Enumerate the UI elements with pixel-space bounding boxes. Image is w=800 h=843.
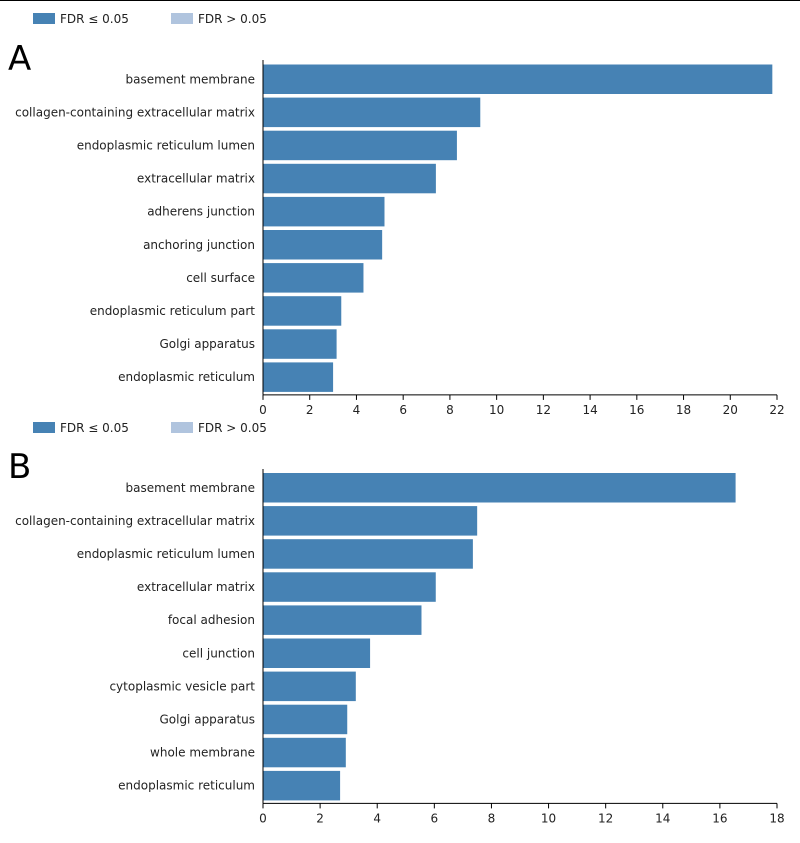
x-tick-label: 14 <box>655 811 670 825</box>
panel-letter-b: B <box>8 447 31 487</box>
bar-a-1 <box>263 64 773 94</box>
category-label: endoplasmic reticulum part <box>90 304 256 318</box>
category-label: collagen-containing extracellular matrix <box>15 514 255 528</box>
legend-swatch-2 <box>171 13 193 24</box>
legend-label-2: FDR > 0.05 <box>198 12 267 26</box>
x-tick-label: 10 <box>541 811 556 825</box>
bar-a-8 <box>263 296 342 326</box>
bar-b-7 <box>263 671 356 702</box>
x-tick-label: 2 <box>306 403 314 417</box>
bar-a-3 <box>263 130 457 161</box>
bar-b-4 <box>263 572 436 602</box>
category-label: Golgi apparatus <box>159 337 255 351</box>
category-label: endoplasmic reticulum lumen <box>77 547 255 561</box>
x-tick-label: 22 <box>769 403 784 417</box>
bar-b-8 <box>263 704 348 735</box>
bar-a-2 <box>263 97 481 128</box>
x-tick-label: 0 <box>259 811 267 825</box>
bar-a-5 <box>263 196 385 227</box>
x-tick-label: 16 <box>629 403 644 417</box>
category-label: whole membrane <box>150 746 255 760</box>
panel-letter-a: A <box>8 39 31 79</box>
x-tick-label: 16 <box>712 811 727 825</box>
x-tick-label: 6 <box>399 403 407 417</box>
x-tick-label: 0 <box>259 403 267 417</box>
category-label: Golgi apparatus <box>159 712 255 726</box>
x-tick-label: 20 <box>723 403 738 417</box>
bar-a-9 <box>263 329 337 359</box>
category-label: cell junction <box>182 646 255 660</box>
category-label: endoplasmic reticulum lumen <box>77 138 255 152</box>
category-label: cytoplasmic vesicle part <box>109 679 255 693</box>
x-tick-label: 18 <box>676 403 691 417</box>
bar-b-1 <box>263 473 736 503</box>
x-tick-label: 4 <box>353 403 361 417</box>
x-tick-label: 10 <box>489 403 504 417</box>
bar-b-3 <box>263 539 473 569</box>
category-label: focal adhesion <box>168 613 255 627</box>
bar-b-5 <box>263 605 422 635</box>
x-tick-label: 14 <box>582 403 597 417</box>
legend-label-1: FDR ≤ 0.05 <box>60 421 129 435</box>
category-label: endoplasmic reticulum <box>118 370 255 384</box>
x-tick-label: 8 <box>446 403 454 417</box>
legend-swatch-1 <box>33 422 55 433</box>
category-label: basement membrane <box>126 72 255 86</box>
x-tick-label: 18 <box>769 811 784 825</box>
bar-a-7 <box>263 263 364 293</box>
category-label: extracellular matrix <box>137 172 255 186</box>
category-label: anchoring junction <box>143 238 255 252</box>
x-tick-label: 6 <box>431 811 439 825</box>
category-label: endoplasmic reticulum <box>118 779 255 793</box>
bar-b-10 <box>263 770 341 801</box>
legend-label-1: FDR ≤ 0.05 <box>60 12 129 26</box>
x-tick-label: 12 <box>536 403 551 417</box>
bar-b-6 <box>263 638 371 668</box>
category-label: basement membrane <box>126 481 255 495</box>
category-label: adherens junction <box>147 205 255 219</box>
legend-label-2: FDR > 0.05 <box>198 421 267 435</box>
bar-b-9 <box>263 737 346 768</box>
x-tick-label: 2 <box>316 811 324 825</box>
category-label: cell surface <box>186 271 255 285</box>
bar-a-10 <box>263 362 334 392</box>
category-label: extracellular matrix <box>137 580 255 594</box>
legend-swatch-2 <box>171 422 193 433</box>
bar-a-6 <box>263 230 383 260</box>
x-tick-label: 8 <box>488 811 496 825</box>
bar-b-2 <box>263 506 478 536</box>
x-tick-label: 12 <box>598 811 613 825</box>
legend-swatch-1 <box>33 13 55 24</box>
bar-a-4 <box>263 163 436 194</box>
category-label: collagen-containing extracellular matrix <box>15 105 255 119</box>
x-tick-label: 4 <box>373 811 381 825</box>
